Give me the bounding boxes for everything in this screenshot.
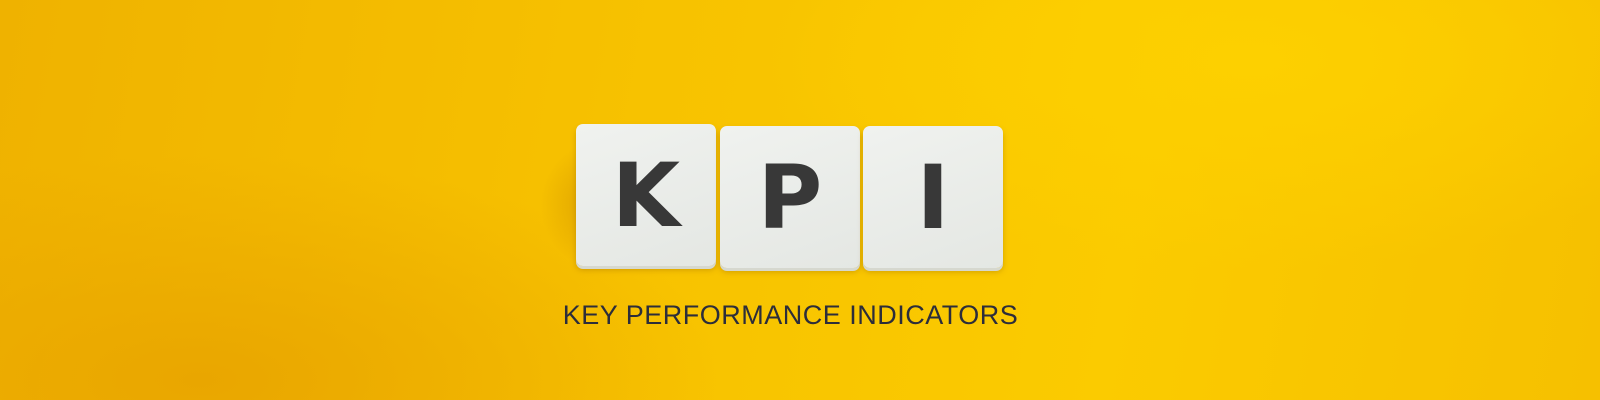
tile-i: I bbox=[863, 126, 1003, 268]
subtitle: KEY PERFORMANCE INDICATORS bbox=[562, 300, 1019, 330]
tile-k: K bbox=[576, 124, 716, 266]
tile-letter: K bbox=[611, 144, 681, 247]
tile-letter: I bbox=[916, 146, 950, 249]
tile-p: P bbox=[720, 126, 860, 268]
tile-letter: P bbox=[757, 146, 823, 249]
